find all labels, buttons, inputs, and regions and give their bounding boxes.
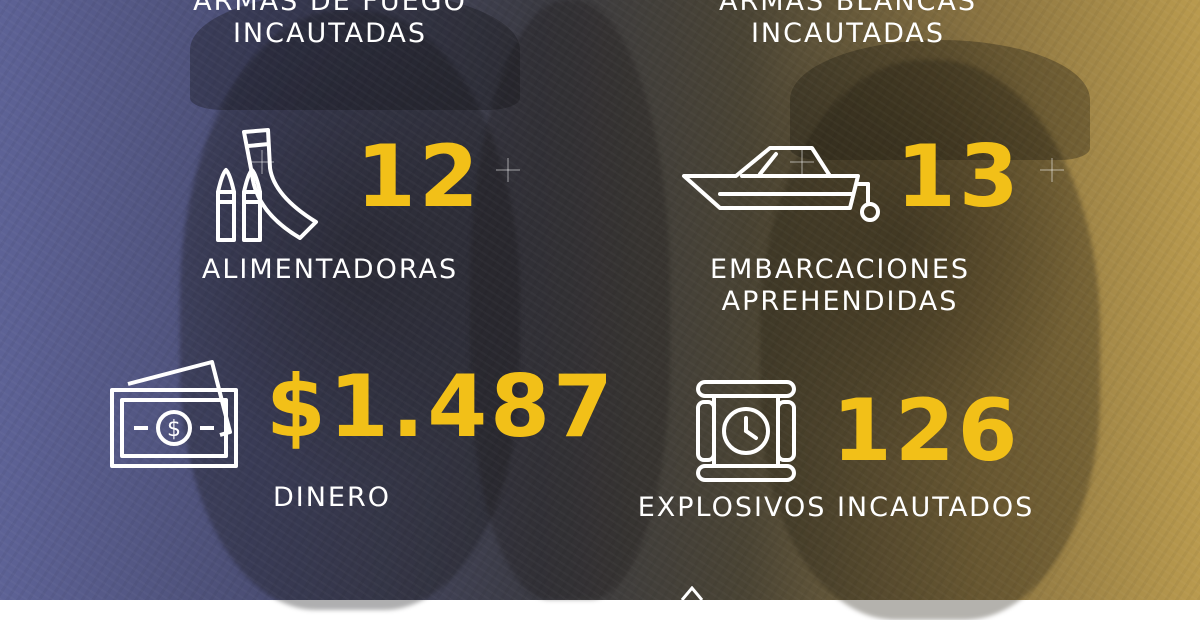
soldier-left: [180, 10, 520, 610]
dinero-label: DINERO: [272, 482, 392, 513]
texture-overlay: [0, 0, 1200, 600]
alimentadoras-label: ALIMENTADORAS: [201, 254, 459, 285]
ammunition-icon: [216, 128, 318, 242]
embarcaciones-value: 13: [896, 127, 1022, 227]
svg-text:$: $: [167, 417, 181, 442]
soldier-middle: [470, 0, 670, 600]
armas-fuego-label-line1: ARMAS DE FUEGO: [193, 0, 467, 17]
embarcaciones-label-line1: EMBARCACIONES: [709, 254, 971, 285]
explosivos-value: 126: [832, 381, 1021, 481]
armas-blancas-label-line1: ARMAS BLANCAS: [718, 0, 978, 17]
crosshair-mark: [250, 150, 274, 174]
explosivos-label: EXPLOSIVOS INCAUTADOS: [637, 492, 1035, 523]
money-icon: $: [110, 360, 238, 468]
boat-icon: [682, 146, 880, 222]
helmet-left: [190, 0, 520, 110]
explosive-icon: [696, 380, 796, 482]
emblem-icon: [680, 586, 704, 600]
alimentadoras-value: 12: [356, 127, 482, 227]
embarcaciones-label-line2: APREHENDIDAS: [721, 286, 959, 317]
background: [0, 0, 1200, 600]
armas-blancas-label-line2: INCAUTADAS: [750, 18, 946, 49]
helmet-right: [790, 40, 1090, 160]
crosshair-mark: [790, 150, 814, 174]
embarcaciones-label: EMBARCACIONES APREHENDIDAS: [670, 254, 1010, 318]
armas-fuego-label-line2: INCAUTADAS: [232, 18, 428, 49]
crosshair-mark: [1040, 158, 1064, 182]
dinero-value: $1.487: [266, 357, 616, 457]
armas-blancas-label: ARMAS BLANCAS INCAUTADAS: [668, 0, 1028, 50]
armas-fuego-label: ARMAS DE FUEGO INCAUTADAS: [150, 0, 510, 50]
crosshair-mark: [496, 158, 520, 182]
